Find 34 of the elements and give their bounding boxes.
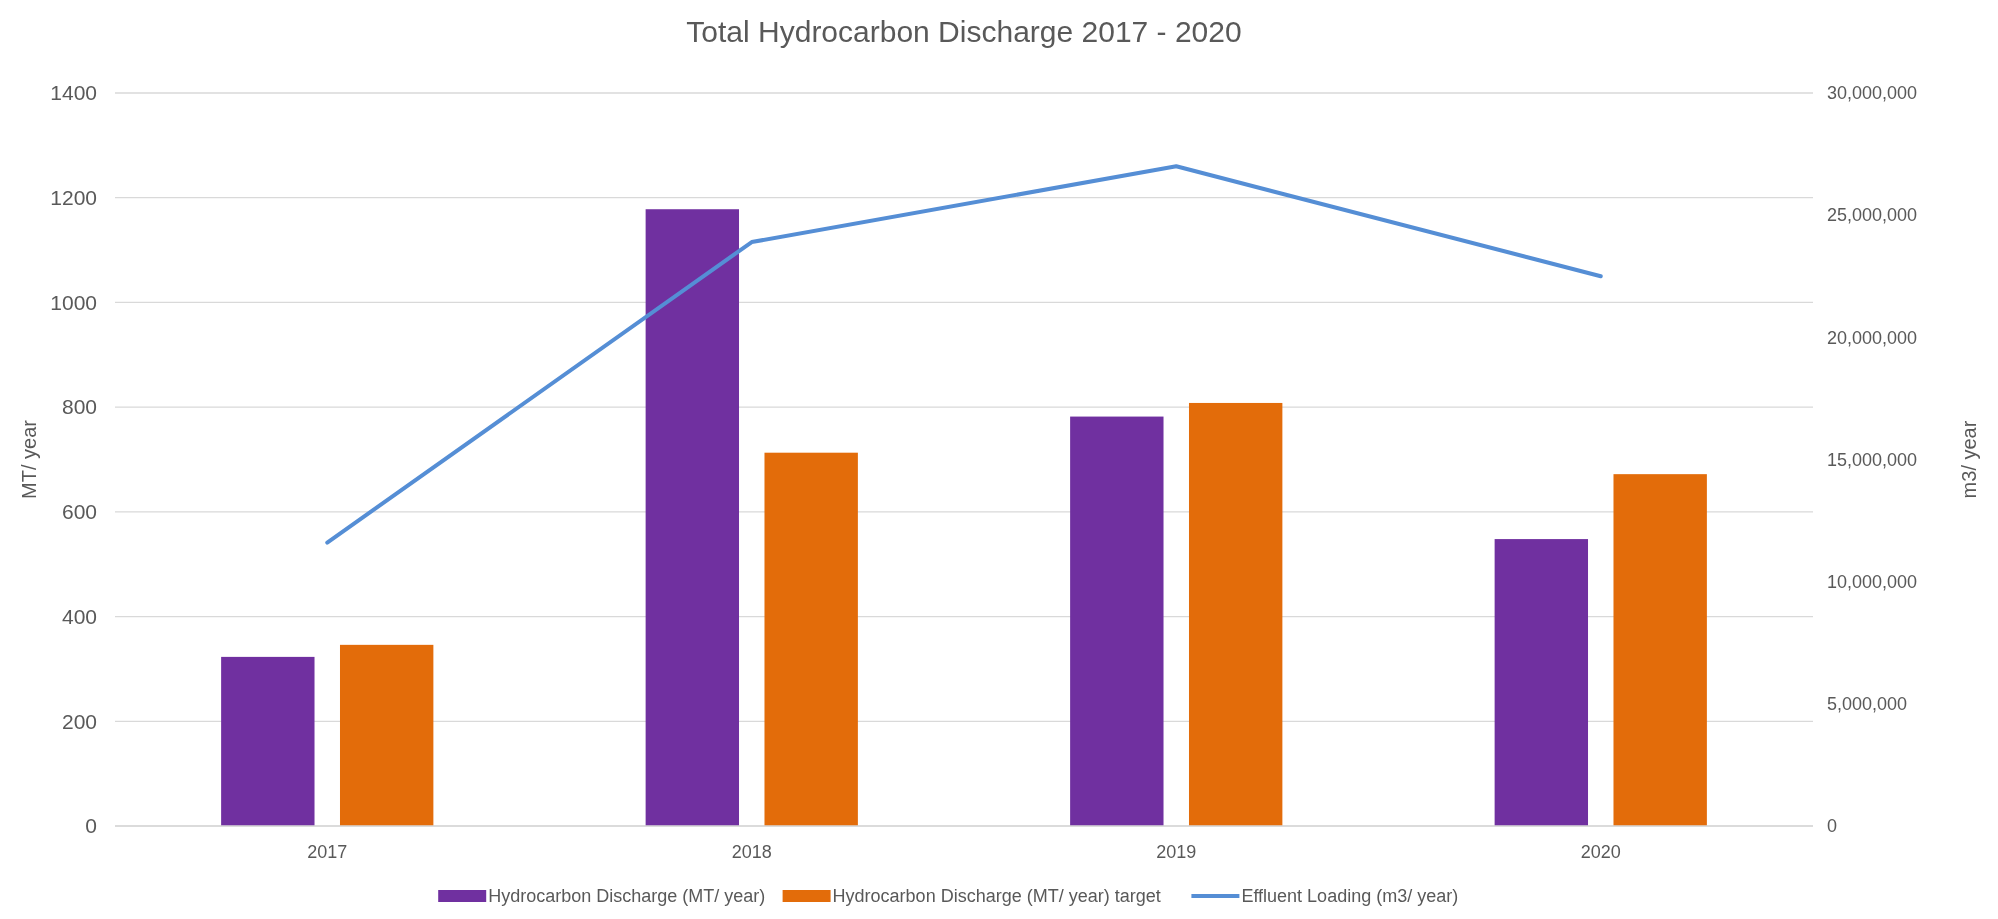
bar (1188, 402, 1283, 826)
y-tick-label: 1200 (50, 186, 97, 210)
y2-tick-label: 10,000,000 (1827, 571, 1918, 592)
y-tick-label: 800 (61, 395, 97, 419)
bar (1494, 539, 1589, 826)
y-axis-title: MT/ year (18, 419, 40, 499)
legend-label: Hydrocarbon Discharge (MT/ year) (488, 886, 766, 907)
bar (1070, 416, 1164, 826)
x-tick-label: 2020 (1580, 842, 1621, 862)
bar (339, 644, 434, 826)
chart-title: Total Hydrocarbon Discharge 2017 - 2020 (686, 15, 1242, 48)
y2-tick-label: 25,000,000 (1827, 205, 1918, 226)
line-series (325, 164, 1603, 545)
y2-tick-label: 20,000,000 (1827, 327, 1918, 348)
bar (645, 209, 740, 826)
y-tick-label: 1400 (50, 81, 97, 105)
y-tick-label: 0 (85, 814, 97, 838)
legend-label: Effluent Loading (m3/ year) (1241, 886, 1459, 907)
bar (1613, 474, 1707, 826)
y-tick-label: 600 (61, 500, 97, 524)
y2-tick-label: 5,000,000 (1827, 694, 1908, 715)
x-tick-label: 2018 (731, 842, 772, 862)
y2-tick-label: 15,000,000 (1827, 449, 1918, 470)
y-tick-label: 200 (61, 709, 97, 733)
y2-tick-label: 0 (1827, 816, 1838, 837)
y-tick-label: 400 (61, 604, 97, 628)
x-tick-label: 2019 (1156, 842, 1197, 862)
x-tick-label: 2017 (307, 842, 348, 862)
bar (221, 656, 315, 826)
legend-label: Hydrocarbon Discharge (MT/ year) target (832, 886, 1161, 907)
y2-tick-label: 30,000,000 (1827, 83, 1918, 104)
y-tick-label: 1000 (50, 290, 97, 314)
y2-axis-title: m3/ year (1958, 420, 1980, 499)
bar (764, 452, 858, 826)
